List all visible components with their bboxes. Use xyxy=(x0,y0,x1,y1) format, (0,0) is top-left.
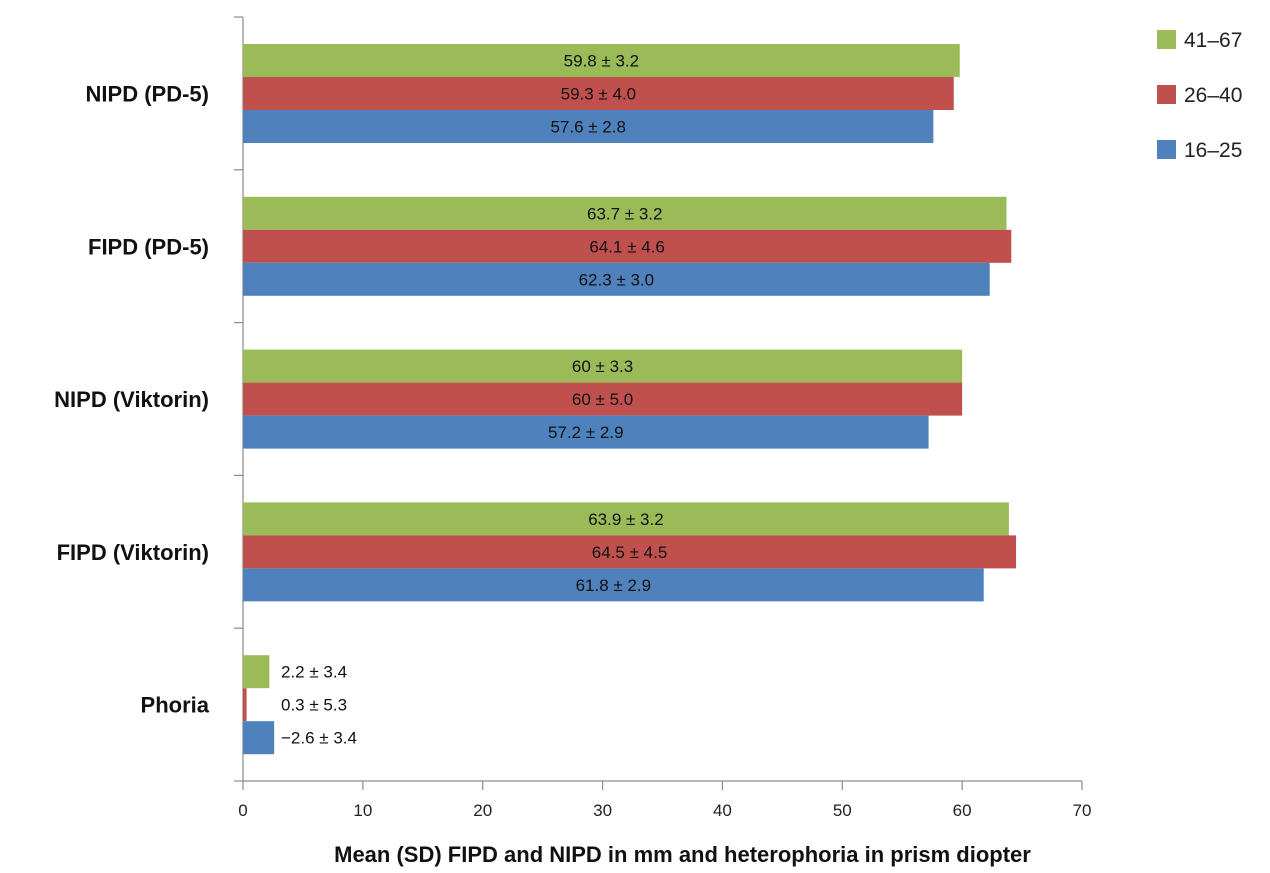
legend-swatch xyxy=(1157,140,1176,159)
legend-label: 16–25 xyxy=(1184,139,1242,162)
bar-data-label: 0.3 ± 5.3 xyxy=(281,696,347,715)
x-tick-label: 0 xyxy=(238,801,247,820)
bar-data-label: 62.3 ± 3.0 xyxy=(579,270,655,289)
x-tick-label: 10 xyxy=(353,801,372,820)
category-label: NIPD (Viktorin) xyxy=(54,387,209,412)
bar xyxy=(243,568,984,602)
category-label: FIPD (Viktorin) xyxy=(57,540,209,565)
bar-data-label: 57.6 ± 2.8 xyxy=(550,118,626,137)
bar-data-label: 60 ± 5.0 xyxy=(572,390,633,409)
bar xyxy=(243,77,954,110)
bar-data-label: 59.3 ± 4.0 xyxy=(561,85,637,104)
bar xyxy=(243,655,270,689)
bar xyxy=(243,110,934,143)
bars-group: 59.8 ± 3.2 59.3 ± 4.0 57.6 ± 2.8 63.7 ± 3.2… xyxy=(243,44,1017,755)
legend-swatch xyxy=(1157,85,1176,104)
legend-swatch xyxy=(1157,30,1176,49)
bar xyxy=(243,502,1009,536)
bar-data-label: 63.9 ± 3.2 xyxy=(588,510,664,529)
bar-data-label: 61.8 ± 2.9 xyxy=(576,576,652,595)
legend-label: 26–40 xyxy=(1184,84,1242,107)
bar-data-label: −2.6 ± 3.4 xyxy=(281,729,357,748)
bar xyxy=(243,415,929,449)
category-label: NIPD (PD-5) xyxy=(86,82,209,107)
legend: 41–67 26–40 16–25 xyxy=(1157,29,1242,162)
bar-data-label: 60 ± 3.3 xyxy=(572,357,633,376)
x-tick-label: 60 xyxy=(953,801,972,820)
bar xyxy=(243,349,963,383)
bar xyxy=(243,688,247,722)
bar-data-label: 57.2 ± 2.9 xyxy=(548,423,624,442)
x-tick-label: 70 xyxy=(1073,801,1092,820)
y-axis-ticks xyxy=(234,16,243,782)
bar xyxy=(243,229,1012,263)
x-axis-ticks: 0 10 20 30 40 50 60 70 xyxy=(238,781,1091,820)
x-axis-title: Mean (SD) FIPD and NIPD in mm and hetero… xyxy=(334,842,1031,867)
category-label: Phoria xyxy=(141,693,210,718)
bar xyxy=(243,262,990,296)
x-tick-label: 50 xyxy=(833,801,852,820)
x-tick-label: 30 xyxy=(593,801,612,820)
category-label: FIPD (PD-5) xyxy=(88,234,209,259)
bar xyxy=(243,382,963,416)
bar-data-label: 63.7 ± 3.2 xyxy=(587,204,663,223)
bar-data-label: 2.2 ± 3.4 xyxy=(281,663,347,682)
bar-data-label: 64.1 ± 4.6 xyxy=(589,237,665,256)
bar xyxy=(243,196,1007,230)
legend-label: 41–67 xyxy=(1184,29,1242,52)
bar-data-label: 64.5 ± 4.5 xyxy=(592,543,668,562)
bar xyxy=(243,721,275,755)
bar xyxy=(243,44,960,77)
bar xyxy=(243,535,1017,569)
x-tick-label: 20 xyxy=(473,801,492,820)
x-tick-label: 40 xyxy=(713,801,732,820)
bar-data-label: 59.8 ± 3.2 xyxy=(564,52,640,71)
category-labels: NIPD (PD-5) FIPD (PD-5) NIPD (Viktorin) FIP… xyxy=(54,82,210,718)
